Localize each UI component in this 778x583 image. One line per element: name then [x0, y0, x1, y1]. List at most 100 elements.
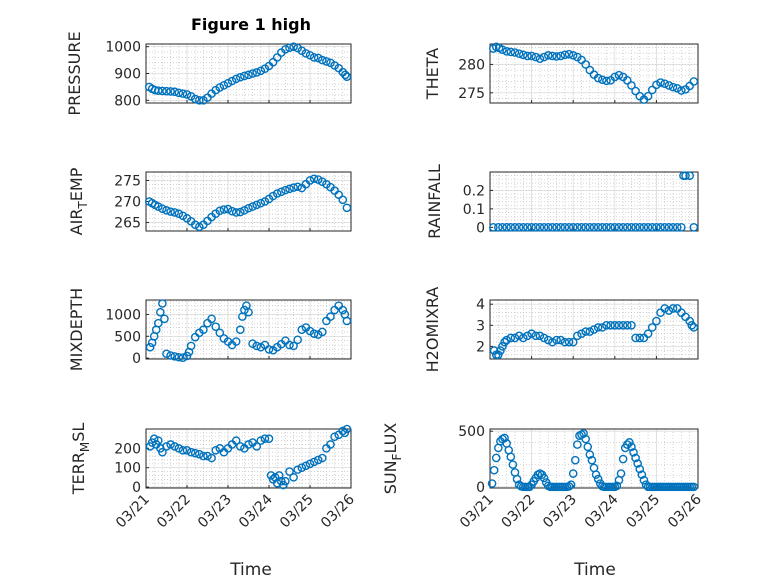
data-point-sun-flux — [566, 480, 576, 489]
data-point-h2omixra — [552, 335, 561, 345]
data-point-sun-flux — [491, 453, 501, 463]
data-point-h2omixra — [556, 335, 566, 345]
data-point-sun-flux — [622, 440, 632, 449]
data-point-h2omixra — [606, 320, 615, 330]
data-point-sun-flux — [631, 453, 640, 463]
data-point-pressure — [162, 86, 171, 96]
data-point-sun-flux — [525, 482, 534, 492]
data-point-rainfall — [598, 223, 607, 232]
data-point-h2omixra — [496, 346, 505, 355]
data-point-rainfall — [577, 223, 586, 232]
data-point-h2omixra — [506, 333, 516, 343]
data-point-air-temp — [240, 206, 249, 215]
data-point-pressure — [309, 53, 319, 62]
data-point-pressure — [231, 74, 241, 84]
data-point-theta — [668, 82, 678, 92]
data-point-sun-flux — [689, 482, 699, 492]
data-point-terr-msl — [162, 442, 171, 451]
data-point-h2omixra — [510, 333, 520, 343]
data-point-rainfall — [631, 223, 640, 232]
subplot-rainfall: 0 0.1 0.2 RAINFALL — [425, 164, 699, 239]
data-point-terr-msl — [178, 445, 188, 455]
subplot-mixdepth: 0 500 1000 MIXDEPTH — [67, 288, 352, 371]
data-point-h2omixra — [564, 337, 574, 347]
data-point-rainfall — [606, 223, 615, 232]
data-point-rainfall — [510, 223, 520, 232]
data-point-air-temp — [215, 206, 225, 216]
data-point-rainfall — [639, 223, 649, 232]
data-point-pressure — [158, 86, 167, 96]
data-point-air-temp — [338, 195, 348, 205]
data-point-theta — [523, 51, 532, 61]
y-tick-label: 265 — [114, 216, 141, 232]
data-point-pressure — [256, 66, 266, 76]
data-point-h2omixra — [518, 333, 528, 343]
x-tick-label: 03/26 — [665, 491, 705, 531]
data-point-terr-msl — [211, 445, 220, 455]
plot-area-terr-msl — [145, 428, 352, 489]
data-point-rainfall — [543, 223, 553, 232]
data-point-mixdepth — [293, 335, 303, 345]
data-point-terr-msl — [153, 436, 163, 445]
y-tick-label: 1000 — [105, 307, 141, 323]
data-point-terr-msl — [317, 453, 327, 463]
data-point-sun-flux — [618, 454, 628, 464]
subplot-sun-flux: 0 500 SUNFLUX 03/21 03/22 03/23 03/24 03/25 03/2… — [381, 423, 705, 532]
data-point-theta — [660, 79, 670, 89]
data-point-rainfall — [635, 223, 645, 232]
data-point-pressure — [194, 96, 204, 105]
data-point-theta — [622, 76, 632, 85]
subplot-h2omixra: 2 3 4 H2OMIXRA — [423, 287, 699, 372]
data-point-air-temp — [309, 174, 319, 184]
x-tick-label: 03/23 — [540, 492, 580, 532]
data-point-air-temp — [342, 203, 352, 213]
data-point-air-temp — [174, 209, 184, 219]
data-point-theta — [535, 54, 545, 64]
y-tick-label: 900 — [114, 67, 141, 83]
data-point-rainfall — [489, 223, 498, 232]
data-point-rainfall — [518, 223, 528, 232]
subplot-theta: 275 280 THETA — [423, 42, 699, 104]
data-point-theta — [552, 52, 561, 61]
data-point-terr-msl — [330, 432, 339, 442]
y-tick-label: 4 — [476, 297, 485, 313]
data-point-rainfall — [602, 223, 611, 232]
data-point-sun-flux — [637, 470, 647, 479]
data-point-rainfall — [556, 223, 566, 232]
data-point-sun-flux — [508, 460, 518, 469]
data-point-rainfall — [643, 223, 653, 232]
data-point-rainfall — [664, 223, 674, 232]
data-point-pressure — [289, 42, 298, 51]
data-point-pressure — [182, 90, 192, 99]
data-point-rainfall — [589, 223, 599, 232]
y-tick-label: 800 — [114, 93, 141, 109]
data-point-pressure — [227, 76, 237, 86]
data-point-mixdepth — [252, 341, 262, 351]
x-tick-label: 03/26 — [318, 491, 358, 531]
data-point-theta — [647, 85, 657, 95]
data-point-h2omixra — [573, 331, 582, 341]
data-point-sun-flux — [568, 469, 578, 478]
data-point-rainfall — [568, 223, 578, 232]
y-tick-label: 270 — [114, 195, 141, 211]
data-point-air-temp — [227, 206, 237, 216]
data-point-mixdepth — [207, 314, 216, 324]
data-point-mixdepth — [231, 337, 241, 346]
data-point-terr-msl — [281, 476, 290, 486]
data-point-rainfall — [622, 223, 632, 232]
data-point-rainfall — [539, 223, 549, 232]
data-point-rainfall — [627, 223, 636, 232]
data-point-pressure — [190, 94, 200, 104]
data-point-theta — [677, 86, 686, 95]
data-point-pressure — [223, 78, 233, 88]
data-point-rainfall — [531, 223, 541, 232]
data-point-mixdepth — [215, 328, 225, 338]
x-tick-label: 03/24 — [582, 491, 622, 531]
data-point-air-temp — [223, 204, 233, 214]
y-tick-label: 500 — [114, 329, 141, 345]
axes-box-pressure — [145, 43, 352, 104]
data-point-pressure — [301, 49, 311, 58]
y-tick-label: 0 — [476, 220, 485, 236]
